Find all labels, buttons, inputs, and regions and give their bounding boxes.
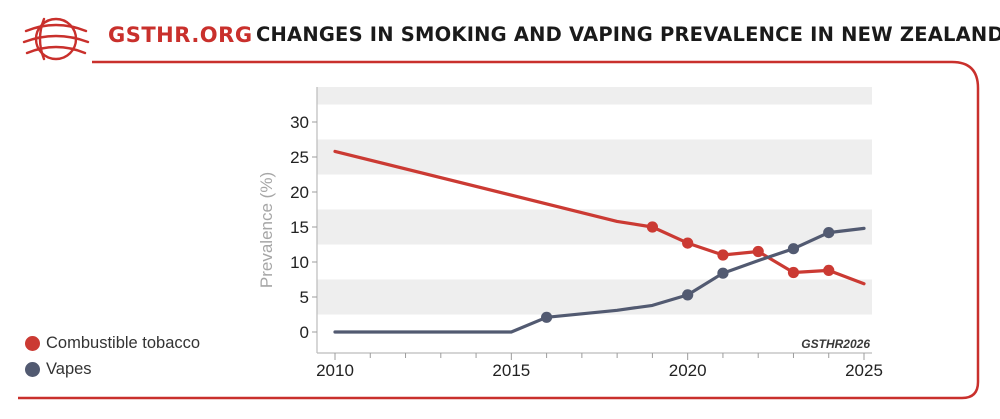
point-combustible-2019 <box>646 221 659 233</box>
watermark-label: GSTHR2026 <box>801 337 870 351</box>
series-line-vapes <box>333 226 866 334</box>
legend-marker-combustible <box>25 335 40 351</box>
point-combustible-2021 <box>717 249 729 261</box>
point-combustible-2020 <box>682 237 694 249</box>
x-tick-label-2010: 2010 <box>316 361 354 380</box>
legend: Combustible tobacco Vapes <box>25 330 200 382</box>
y-tick-label-25: 25 <box>290 148 309 167</box>
x-tick-label-2015: 2015 <box>492 361 530 380</box>
y-tick-label-10: 10 <box>290 253 309 272</box>
y-tick-label-30: 30 <box>290 113 309 132</box>
x-tick-label-2025: 2025 <box>845 361 883 380</box>
point-vapes-2020 <box>682 289 694 301</box>
legend-item-combustible: Combustible tobacco <box>25 330 200 356</box>
legend-item-vapes: Vapes <box>25 356 200 382</box>
brand-name[interactable]: GSTHR.ORG <box>108 23 253 47</box>
point-vapes-2016 <box>541 311 553 323</box>
legend-label-combustible: Combustible tobacco <box>46 333 201 352</box>
point-vapes-2021 <box>717 267 729 279</box>
grid-band-0 <box>317 279 872 315</box>
y-tick-label-15: 15 <box>290 218 309 237</box>
legend-label-vapes: Vapes <box>46 359 92 378</box>
legend-marker-vapes <box>25 361 40 377</box>
gsthr-globe-logo <box>22 17 90 61</box>
grid-band-3 <box>317 87 872 105</box>
point-vapes-2023 <box>787 243 800 255</box>
y-axis-title: Prevalence (%) <box>257 172 276 288</box>
x-tick-label-2020: 2020 <box>669 361 707 380</box>
point-combustible-2023 <box>787 266 800 279</box>
chart-title: CHANGES IN SMOKING AND VAPING PREVALENCE… <box>256 23 1000 46</box>
y-tick-label-5: 5 <box>300 288 309 307</box>
point-vapes-2024 <box>823 227 835 239</box>
y-tick-label-0: 0 <box>300 323 309 342</box>
point-combustible-2024 <box>823 264 835 276</box>
point-combustible-2022 <box>752 245 764 258</box>
grid-band-2 <box>317 139 872 175</box>
y-tick-label-20: 20 <box>290 183 309 202</box>
